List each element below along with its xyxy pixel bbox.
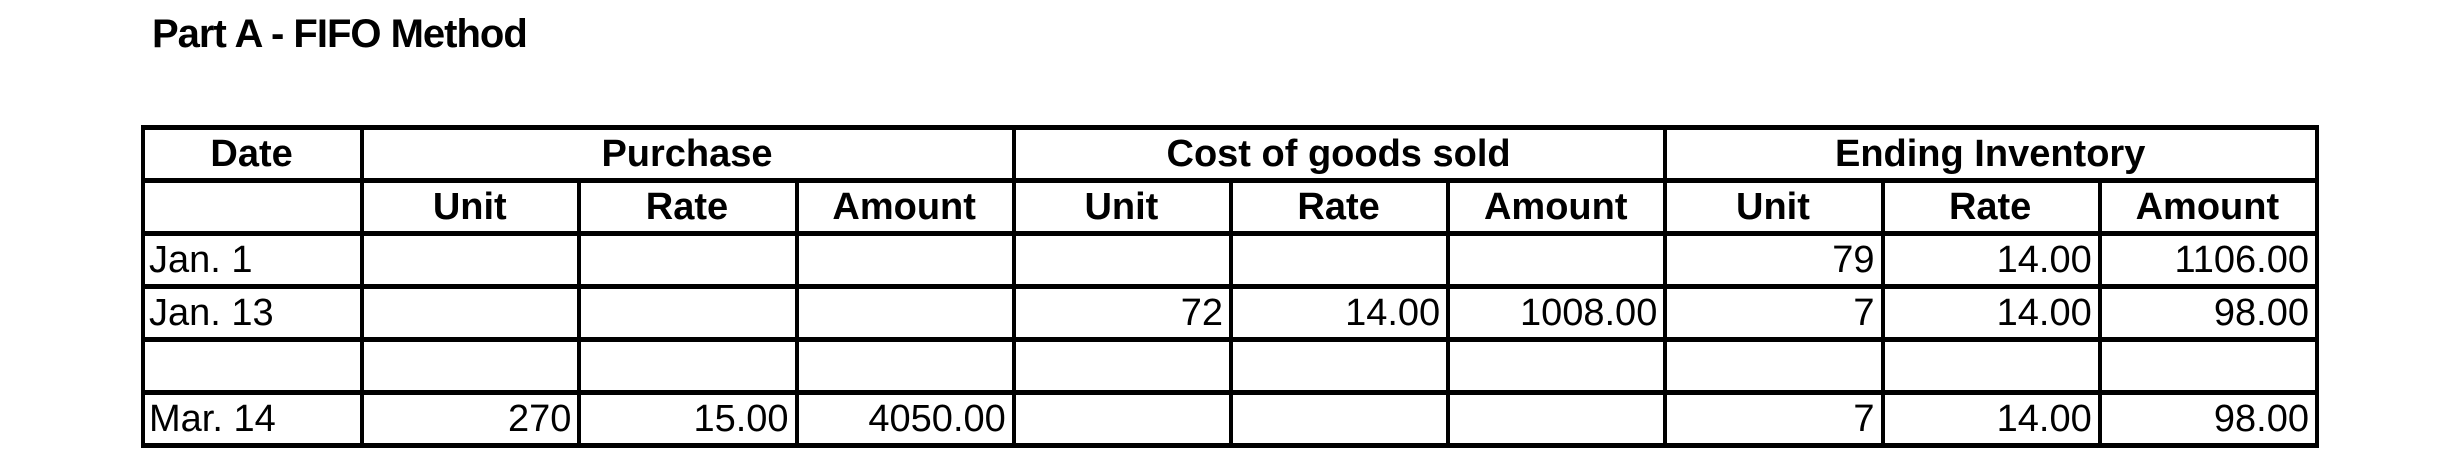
sub-header: Rate [1880, 178, 2102, 236]
sub-header: Amount [794, 178, 1016, 236]
value-cell: 7 [1663, 284, 1885, 342]
value-cell: 98.00 [2097, 390, 2320, 448]
value-cell: 14.00 [1228, 284, 1451, 342]
value-cell [794, 284, 1016, 342]
table-row [140, 337, 2320, 395]
value-cell [1228, 390, 1451, 448]
value-cell [1011, 337, 1233, 395]
date-cell: Mar. 14 [140, 390, 365, 448]
value-cell [360, 231, 582, 289]
value-cell [1446, 390, 1668, 448]
table-row: Jan. 13 72 14.00 1008.00 7 14.00 98.00 [140, 284, 2320, 342]
value-cell [1011, 390, 1233, 448]
value-cell [1446, 337, 1668, 395]
value-cell: 7 [1663, 390, 1885, 448]
header-date: Date [140, 125, 365, 183]
value-cell [2097, 337, 2320, 395]
value-cell: 15.00 [577, 390, 799, 448]
value-cell [1446, 231, 1668, 289]
fifo-table: Date Purchase Cost of goods sold Ending … [140, 125, 2320, 448]
value-cell [1880, 337, 2102, 395]
value-cell [1011, 231, 1233, 289]
value-cell [577, 231, 799, 289]
value-cell: 1008.00 [1446, 284, 1668, 342]
table-row: Jan. 1 79 14.00 1106.00 [140, 231, 2320, 289]
value-cell [360, 284, 582, 342]
date-cell: Jan. 1 [140, 231, 365, 289]
value-cell [1228, 231, 1451, 289]
value-cell: 72 [1011, 284, 1233, 342]
value-cell: 98.00 [2097, 284, 2320, 342]
group-header-row: Date Purchase Cost of goods sold Ending … [140, 125, 2319, 183]
date-cell [140, 337, 365, 395]
value-cell [360, 337, 582, 395]
value-cell [794, 337, 1016, 395]
sub-header: Rate [577, 178, 799, 236]
sub-header: Amount [1446, 178, 1668, 236]
page-title: Part A - FIFO Method [152, 12, 528, 56]
value-cell [1228, 337, 1451, 395]
value-cell: 14.00 [1880, 284, 2102, 342]
table-row: Mar. 14 270 15.00 4050.00 7 14.00 98.00 [140, 390, 2320, 448]
value-cell [577, 284, 799, 342]
sub-header-blank [140, 178, 365, 236]
header-cogs: Cost of goods sold [1011, 125, 1668, 183]
sub-header: Unit [1663, 178, 1885, 236]
header-ending-inventory: Ending Inventory [1663, 125, 2319, 183]
value-cell: 1106.00 [2097, 231, 2320, 289]
sub-header: Unit [1011, 178, 1233, 236]
value-cell: 14.00 [1880, 231, 2102, 289]
value-cell: 4050.00 [794, 390, 1016, 448]
sub-header-row: Unit Rate Amount Unit Rate Amount Unit R… [140, 178, 2320, 236]
sub-header: Rate [1228, 178, 1451, 236]
value-cell: 270 [360, 390, 582, 448]
value-cell [577, 337, 799, 395]
header-purchase: Purchase [360, 125, 1016, 183]
sub-header: Unit [360, 178, 582, 236]
value-cell [794, 231, 1016, 289]
value-cell [1663, 337, 1885, 395]
value-cell: 14.00 [1880, 390, 2102, 448]
value-cell: 79 [1663, 231, 1885, 289]
date-cell: Jan. 13 [140, 284, 365, 342]
sub-header: Amount [2097, 178, 2320, 236]
